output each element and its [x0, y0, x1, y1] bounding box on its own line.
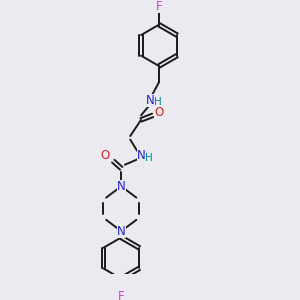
Text: N: N — [146, 94, 154, 106]
Text: H: H — [145, 153, 153, 163]
Text: O: O — [100, 149, 110, 162]
Text: N: N — [136, 149, 146, 162]
Text: N: N — [117, 180, 126, 193]
Text: H: H — [154, 97, 162, 107]
Text: N: N — [117, 225, 126, 238]
Text: F: F — [156, 0, 162, 13]
Text: F: F — [118, 290, 124, 300]
Text: O: O — [154, 106, 164, 119]
